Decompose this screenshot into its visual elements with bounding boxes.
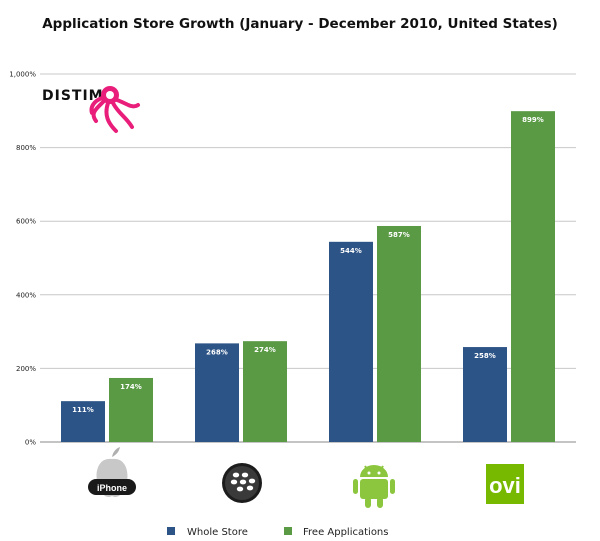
blackberry-logo — [222, 463, 262, 503]
bar-labels: 111% 174% 268% 274% 544% 587% 258% 899% — [72, 116, 544, 414]
y-tick-label: 0% — [25, 439, 36, 447]
bar-blackberry-free-applications — [243, 341, 287, 442]
legend-label-whole-store: Whole Store — [187, 527, 248, 538]
bar-value-label: 274% — [254, 346, 276, 354]
ovi-label: ovi — [489, 473, 521, 498]
y-tick-label: 1,000% — [9, 71, 36, 79]
bar-value-label: 174% — [120, 383, 142, 391]
distimo-logo: DISTIMO — [42, 86, 140, 133]
bar-iphone-free-applications — [109, 377, 153, 442]
legend-label-free-applications: Free Applications — [303, 527, 388, 538]
bar-value-label: 544% — [340, 247, 362, 255]
bar-android-whole-store — [329, 241, 373, 442]
bar-blackberry-whole-store — [195, 343, 239, 442]
bar-value-label: 111% — [72, 406, 94, 414]
legend-swatch-free-applications — [284, 527, 292, 535]
chart-title: Application Store Growth (January - Dece… — [42, 16, 558, 32]
bar-value-label: 587% — [388, 231, 410, 239]
ovi-logo: ovi — [486, 464, 524, 504]
y-tick-label: 200% — [16, 365, 36, 373]
iphone-label: iPhone — [97, 483, 127, 493]
y-tick-label: 400% — [16, 291, 36, 299]
legend-swatch-whole-store — [167, 527, 175, 535]
bar-ovi-free-applications — [511, 111, 555, 442]
octopus-icon — [89, 86, 140, 133]
blackberry-icon — [230, 472, 256, 492]
android-icon — [360, 465, 388, 477]
bar-ovi-whole-store — [463, 347, 507, 442]
y-axis-ticks: 0% 200% 400% 600% 800% 1,000% — [9, 71, 36, 447]
bars — [61, 111, 555, 442]
iphone-logo: iPhone — [88, 447, 136, 497]
legend: Whole Store Free Applications — [167, 527, 388, 538]
bar-value-label: 258% — [474, 352, 496, 360]
bar-iphone-whole-store — [61, 401, 105, 442]
android-logo — [353, 465, 395, 508]
bar-value-label: 899% — [522, 116, 544, 124]
bar-android-free-applications — [377, 225, 421, 442]
y-tick-label: 800% — [16, 144, 36, 152]
bar-value-label: 268% — [206, 348, 228, 356]
y-tick-label: 600% — [16, 218, 36, 226]
